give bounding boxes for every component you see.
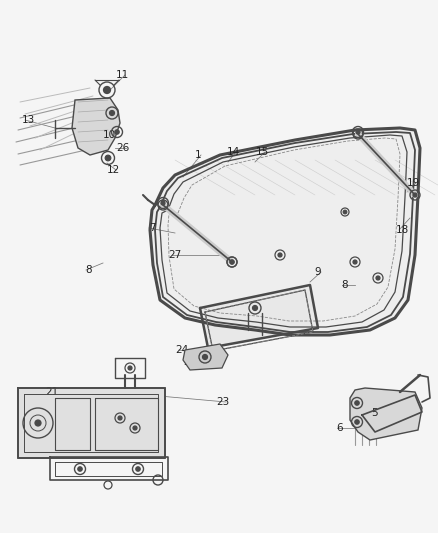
Circle shape [136,467,140,471]
Text: 1: 1 [194,150,201,160]
Text: 26: 26 [117,143,130,153]
Text: 24: 24 [175,345,189,355]
Circle shape [278,253,282,257]
Text: 21: 21 [46,387,59,397]
Text: 7: 7 [148,223,155,233]
Text: 15: 15 [255,147,268,157]
Text: 18: 18 [396,225,409,235]
Circle shape [230,260,234,264]
Text: 23: 23 [216,397,230,407]
Circle shape [105,155,111,161]
Polygon shape [150,128,420,335]
Text: 8: 8 [86,265,92,275]
Text: 6: 6 [337,423,343,433]
Text: 14: 14 [226,147,240,157]
Text: 25: 25 [184,357,197,367]
Text: 13: 13 [21,115,35,125]
Polygon shape [72,98,120,155]
Circle shape [133,426,137,430]
Circle shape [115,130,119,134]
Polygon shape [200,285,318,348]
Circle shape [118,416,122,420]
Circle shape [376,276,380,280]
Circle shape [161,201,165,205]
Text: 12: 12 [106,165,120,175]
Circle shape [128,366,132,370]
Circle shape [343,210,347,214]
Text: 10: 10 [102,130,116,140]
Circle shape [353,260,357,264]
Text: 8: 8 [342,280,348,290]
Circle shape [103,86,110,93]
Circle shape [35,420,41,426]
Polygon shape [183,344,228,370]
Circle shape [355,420,359,424]
Circle shape [110,110,114,116]
Text: 27: 27 [168,250,182,260]
Polygon shape [18,388,165,458]
Polygon shape [350,388,422,440]
Circle shape [202,354,208,359]
Text: 19: 19 [406,178,420,188]
Circle shape [413,193,417,197]
Circle shape [356,130,360,134]
Circle shape [252,305,258,311]
Text: 9: 9 [314,267,321,277]
Circle shape [78,467,82,471]
Circle shape [355,401,359,405]
Text: 5: 5 [371,408,377,418]
Text: 11: 11 [115,70,129,80]
Circle shape [230,260,234,264]
